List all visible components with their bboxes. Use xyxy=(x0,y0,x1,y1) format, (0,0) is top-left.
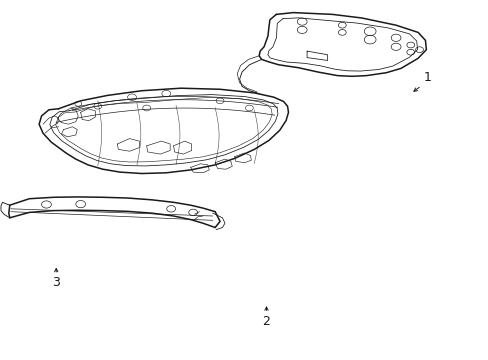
Text: 1: 1 xyxy=(423,71,431,84)
Text: 2: 2 xyxy=(262,315,270,328)
Text: 3: 3 xyxy=(52,276,60,289)
